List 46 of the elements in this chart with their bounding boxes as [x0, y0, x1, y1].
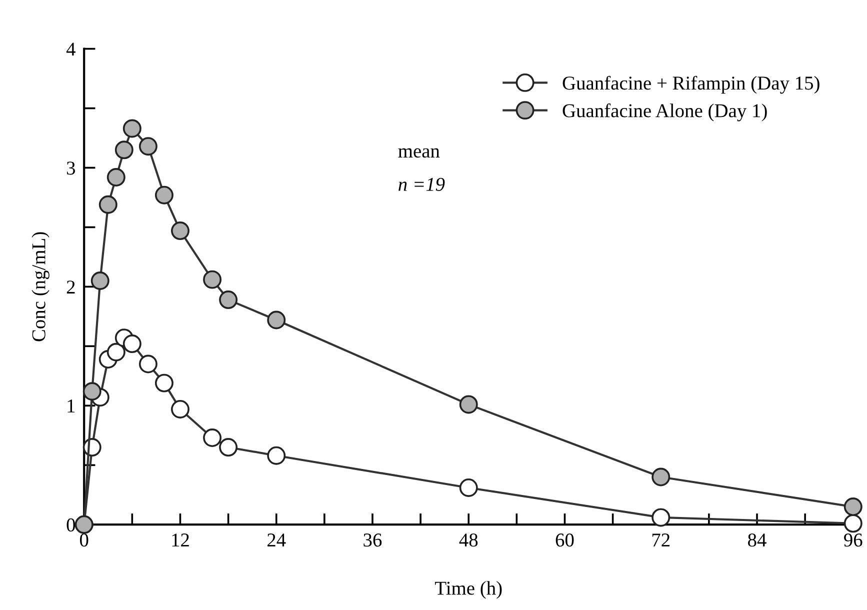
y-tick-label: 1 [68, 400, 75, 412]
point [98, 195, 118, 214]
x-tick-label: 24 [267, 534, 286, 546]
point [203, 270, 222, 289]
x-tick-label: 48 [459, 533, 478, 547]
x-tick-label: 72 [652, 534, 670, 546]
point [90, 272, 110, 290]
x-tick-label: 0 [80, 533, 88, 547]
x-tick-label: 84 [748, 533, 766, 547]
point [138, 354, 158, 374]
point [138, 137, 158, 156]
legend-label: Guanfacine Alone (Day 1) [562, 103, 767, 122]
point [122, 119, 142, 138]
point [267, 310, 286, 330]
point [154, 374, 174, 392]
x-tick-label: 36 [364, 534, 382, 547]
annotation: mean [398, 148, 440, 158]
point [219, 290, 238, 310]
x-tick-label: 60 [556, 533, 574, 547]
annotation: n =19 [398, 178, 445, 191]
point [652, 468, 670, 486]
point [114, 140, 134, 160]
point [82, 382, 102, 401]
point [170, 400, 190, 418]
y-tick-label: 3 [66, 162, 76, 175]
point [844, 498, 862, 516]
point [122, 334, 142, 354]
x-tick-label: 12 [172, 534, 189, 546]
point [219, 438, 238, 457]
y-tick-label: 4 [66, 42, 76, 56]
point [652, 508, 670, 527]
point [154, 186, 174, 204]
point [844, 514, 862, 533]
legend-label: Guanfacine + Rifampin (Day 15) [562, 76, 820, 94]
point [106, 168, 126, 187]
point [106, 342, 126, 362]
y-axis-title: Conc (ng/mL) [32, 232, 50, 342]
point [203, 428, 222, 448]
point [459, 395, 478, 414]
y-tick-label: 2 [66, 280, 75, 294]
x-tick-label: 96 [844, 534, 862, 547]
point [170, 222, 190, 240]
point [459, 478, 478, 497]
x-axis-title: Time (h) [435, 581, 502, 599]
point [267, 446, 286, 465]
y-tick-label: 0 [66, 518, 76, 532]
